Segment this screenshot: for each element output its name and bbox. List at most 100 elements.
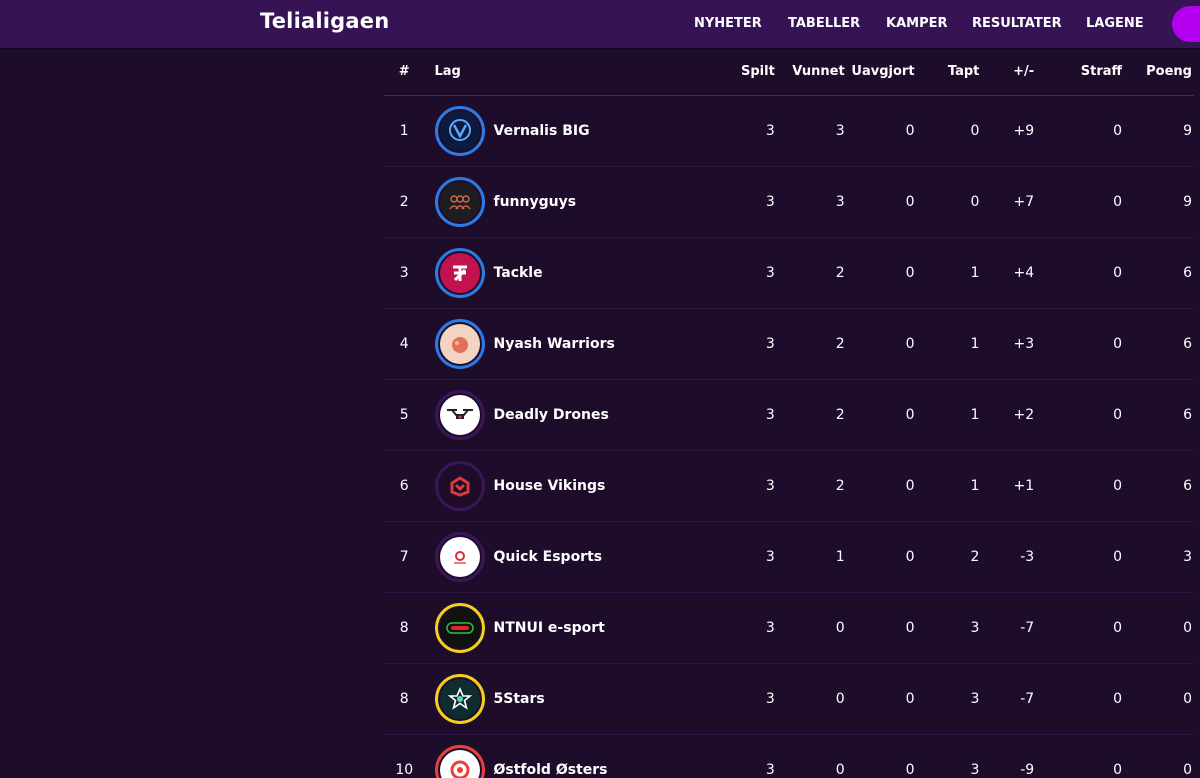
- goal-diff-cell: +4: [983, 237, 1051, 309]
- col-header-team[interactable]: Lag: [424, 48, 734, 96]
- team-link[interactable]: 5Stars: [434, 674, 734, 724]
- team-name[interactable]: 5Stars: [493, 691, 545, 707]
- table-row[interactable]: 6 House Vikings 3 2 0 1 +1 0 6: [384, 450, 1194, 522]
- won-cell: 2: [774, 237, 845, 309]
- played-cell: 3: [733, 237, 775, 309]
- goal-diff-cell: +3: [983, 308, 1051, 380]
- draw-cell: 0: [844, 521, 915, 593]
- rank-cell: 7: [384, 521, 425, 593]
- team-cell[interactable]: NTNUI e-sport: [424, 592, 734, 664]
- table-row[interactable]: 8 NTNUI e-sport 3 0 0 3 -7 0 0: [384, 592, 1194, 664]
- table-row[interactable]: 8 5Stars 3 0 0 3 -7 0 0: [384, 663, 1194, 735]
- table-row[interactable]: 10 Østfold Østers 3 0 0 3 -9 0 0: [384, 734, 1194, 778]
- points-cell: 6: [1122, 379, 1194, 451]
- lost-cell: 0: [914, 166, 984, 238]
- team-cell[interactable]: House Vikings: [424, 450, 734, 522]
- col-header-points[interactable]: Poeng: [1122, 48, 1194, 96]
- team-cell[interactable]: Nyash Warriors: [424, 308, 734, 380]
- team-cell[interactable]: Vernalis BIG: [424, 95, 734, 167]
- team-name[interactable]: Quick Esports: [493, 549, 603, 565]
- team-cell[interactable]: Tackle: [424, 237, 734, 309]
- table-row[interactable]: 1 Vernalis BIG 3 3 0 0 +9 0 9: [384, 95, 1194, 167]
- points-cell: 3: [1122, 521, 1194, 593]
- lost-cell: 1: [914, 237, 984, 309]
- points-cell: 6: [1122, 450, 1194, 522]
- rank-cell: 8: [384, 663, 425, 735]
- team-name[interactable]: Østfold Østers: [493, 762, 608, 778]
- rank-cell: 10: [384, 734, 425, 778]
- played-cell: 3: [733, 166, 775, 238]
- rank-cell: 5: [384, 379, 425, 451]
- table-row[interactable]: 5 Deadly Drones 3 2 0 1 +2 0 6: [384, 379, 1194, 451]
- col-header-penalty[interactable]: Straff: [1050, 48, 1123, 96]
- goal-diff-cell: -3: [983, 521, 1051, 593]
- team-cell[interactable]: 5Stars: [424, 663, 734, 735]
- col-header-rank[interactable]: #: [384, 48, 425, 96]
- penalty-cell: 0: [1050, 166, 1123, 238]
- nav-tables[interactable]: TABELLER: [788, 16, 861, 31]
- tackle-logo: [434, 248, 485, 298]
- table-row[interactable]: 7 Quick Esports 3 1 0 2 -3 0 3: [384, 521, 1194, 593]
- quick-esports-logo: [434, 532, 485, 582]
- team-name[interactable]: funnyguys: [493, 194, 577, 210]
- team-link[interactable]: funnyguys: [434, 177, 734, 227]
- won-cell: 1: [774, 521, 845, 593]
- lost-cell: 3: [914, 663, 984, 735]
- team-name[interactable]: NTNUI e-sport: [493, 620, 605, 636]
- team-link[interactable]: NTNUI e-sport: [434, 603, 734, 653]
- lost-cell: 1: [914, 379, 984, 451]
- team-logo-icon: [439, 608, 480, 648]
- team-logo-icon: [439, 253, 480, 293]
- team-link[interactable]: Vernalis BIG: [434, 106, 734, 156]
- col-header-goal-diff[interactable]: +/-: [983, 48, 1051, 96]
- team-link[interactable]: House Vikings: [434, 461, 734, 511]
- team-cell[interactable]: Quick Esports: [424, 521, 734, 593]
- table-row[interactable]: 2 funnyguys 3 3 0 0 +7 0 9: [384, 166, 1194, 238]
- site-logo-text[interactable]: Telialigaen: [260, 9, 390, 33]
- standings-body: 1 Vernalis BIG 3 3 0 0 +9 0 9 2 funnyguys 3 3 0 0 +7 0 9 3…: [384, 95, 1194, 778]
- team-cell[interactable]: Østfold Østers: [424, 734, 734, 778]
- draw-cell: 0: [844, 592, 915, 664]
- nav-news[interactable]: NYHETER: [694, 16, 762, 31]
- draw-cell: 0: [844, 237, 915, 309]
- team-logo-icon: [439, 679, 480, 719]
- table-row[interactable]: 3 Tackle 3 2 0 1 +4 0 6: [384, 237, 1194, 309]
- penalty-cell: 0: [1050, 592, 1123, 664]
- col-header-played[interactable]: Spilt: [733, 48, 775, 96]
- nav-teams[interactable]: LAGENE: [1086, 16, 1144, 31]
- ntnui-logo: [434, 603, 485, 653]
- goal-diff-cell: +9: [983, 95, 1051, 167]
- played-cell: 3: [733, 95, 775, 167]
- team-link[interactable]: Tackle: [434, 248, 734, 298]
- table-row[interactable]: 4 Nyash Warriors 3 2 0 1 +3 0 6: [384, 308, 1194, 380]
- team-link[interactable]: Deadly Drones: [434, 390, 734, 440]
- team-link[interactable]: Østfold Østers: [434, 745, 734, 778]
- team-cell[interactable]: funnyguys: [424, 166, 734, 238]
- points-cell: 6: [1122, 308, 1194, 380]
- team-link[interactable]: Quick Esports: [434, 532, 734, 582]
- points-cell: 0: [1122, 663, 1194, 735]
- rank-cell: 1: [384, 95, 425, 167]
- team-name[interactable]: Vernalis BIG: [493, 123, 590, 139]
- goal-diff-cell: -7: [983, 592, 1051, 664]
- team-name[interactable]: Nyash Warriors: [493, 336, 615, 352]
- lost-cell: 3: [914, 592, 984, 664]
- col-header-lost[interactable]: Tapt: [914, 48, 984, 96]
- col-header-won[interactable]: Vunnet: [774, 48, 845, 96]
- team-logo-icon: [439, 395, 480, 435]
- played-cell: 3: [733, 308, 775, 380]
- won-cell: 0: [774, 592, 845, 664]
- team-cell[interactable]: Deadly Drones: [424, 379, 734, 451]
- points-cell: 9: [1122, 95, 1194, 167]
- col-header-draw[interactable]: Uavgjort: [844, 48, 915, 96]
- played-cell: 3: [733, 592, 775, 664]
- nav-results[interactable]: RESULTATER: [972, 16, 1062, 31]
- nav-action-button[interactable]: [1172, 6, 1200, 42]
- team-name[interactable]: Tackle: [493, 265, 543, 281]
- draw-cell: 0: [844, 734, 915, 778]
- team-name[interactable]: Deadly Drones: [493, 407, 609, 423]
- lost-cell: 3: [914, 734, 984, 778]
- team-name[interactable]: House Vikings: [493, 478, 606, 494]
- nav-matches[interactable]: KAMPER: [886, 16, 948, 31]
- team-link[interactable]: Nyash Warriors: [434, 319, 734, 369]
